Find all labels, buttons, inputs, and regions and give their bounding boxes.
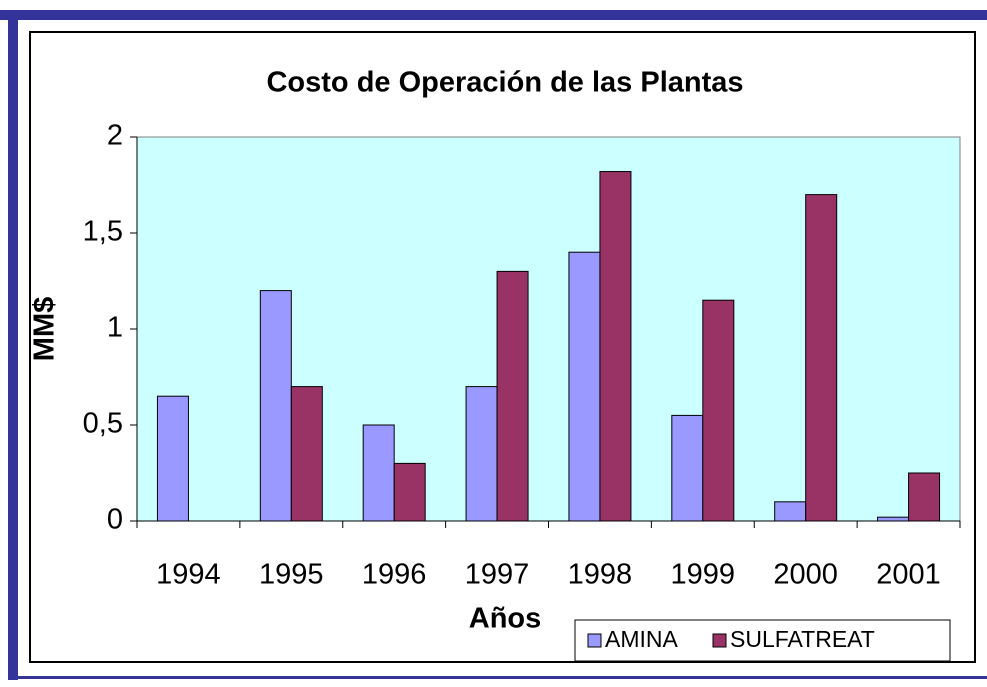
legend-label: AMINA: [605, 626, 679, 652]
frame-bottom: [8, 676, 987, 679]
x-tick-label: 1998: [568, 559, 633, 591]
legend: [574, 619, 951, 662]
bar: [568, 251, 601, 522]
x-tick-label: 2001: [876, 559, 941, 591]
bar: [774, 501, 807, 522]
y-tick-label: 1: [107, 312, 123, 344]
bar: [908, 472, 941, 522]
x-tick-label: 1995: [259, 559, 324, 591]
bar: [465, 386, 498, 522]
x-tick-label: 2000: [773, 559, 838, 591]
chart-title: Costo de Operación de las Plantas: [266, 67, 743, 99]
legend-swatch: [712, 633, 727, 648]
y-tick-label: 0: [107, 504, 123, 536]
y-axis-label: MM$: [29, 297, 61, 361]
bar: [259, 290, 292, 522]
legend-swatch: [587, 633, 602, 648]
legend-label: SULFATREAT: [730, 626, 875, 652]
x-axis-label: Años: [469, 603, 542, 635]
y-tick-label: 0,5: [83, 408, 123, 440]
y-tick-label: 2: [107, 120, 123, 152]
bar: [290, 386, 323, 522]
bar: [496, 270, 529, 522]
bar: [805, 194, 838, 522]
x-tick-label: 1999: [671, 559, 736, 591]
y-tick-label: 1,5: [83, 216, 123, 248]
frame-top: [0, 10, 987, 20]
bar: [877, 516, 910, 522]
x-tick-label: 1996: [362, 559, 427, 591]
x-tick-label: 1997: [465, 559, 530, 591]
frame-left: [8, 10, 18, 680]
bar: [156, 395, 189, 522]
x-tick-label: 1994: [156, 559, 221, 591]
bar: [599, 171, 632, 522]
bar: [393, 462, 426, 522]
bar: [362, 424, 395, 522]
bar: [671, 414, 704, 522]
bar: [702, 299, 735, 522]
